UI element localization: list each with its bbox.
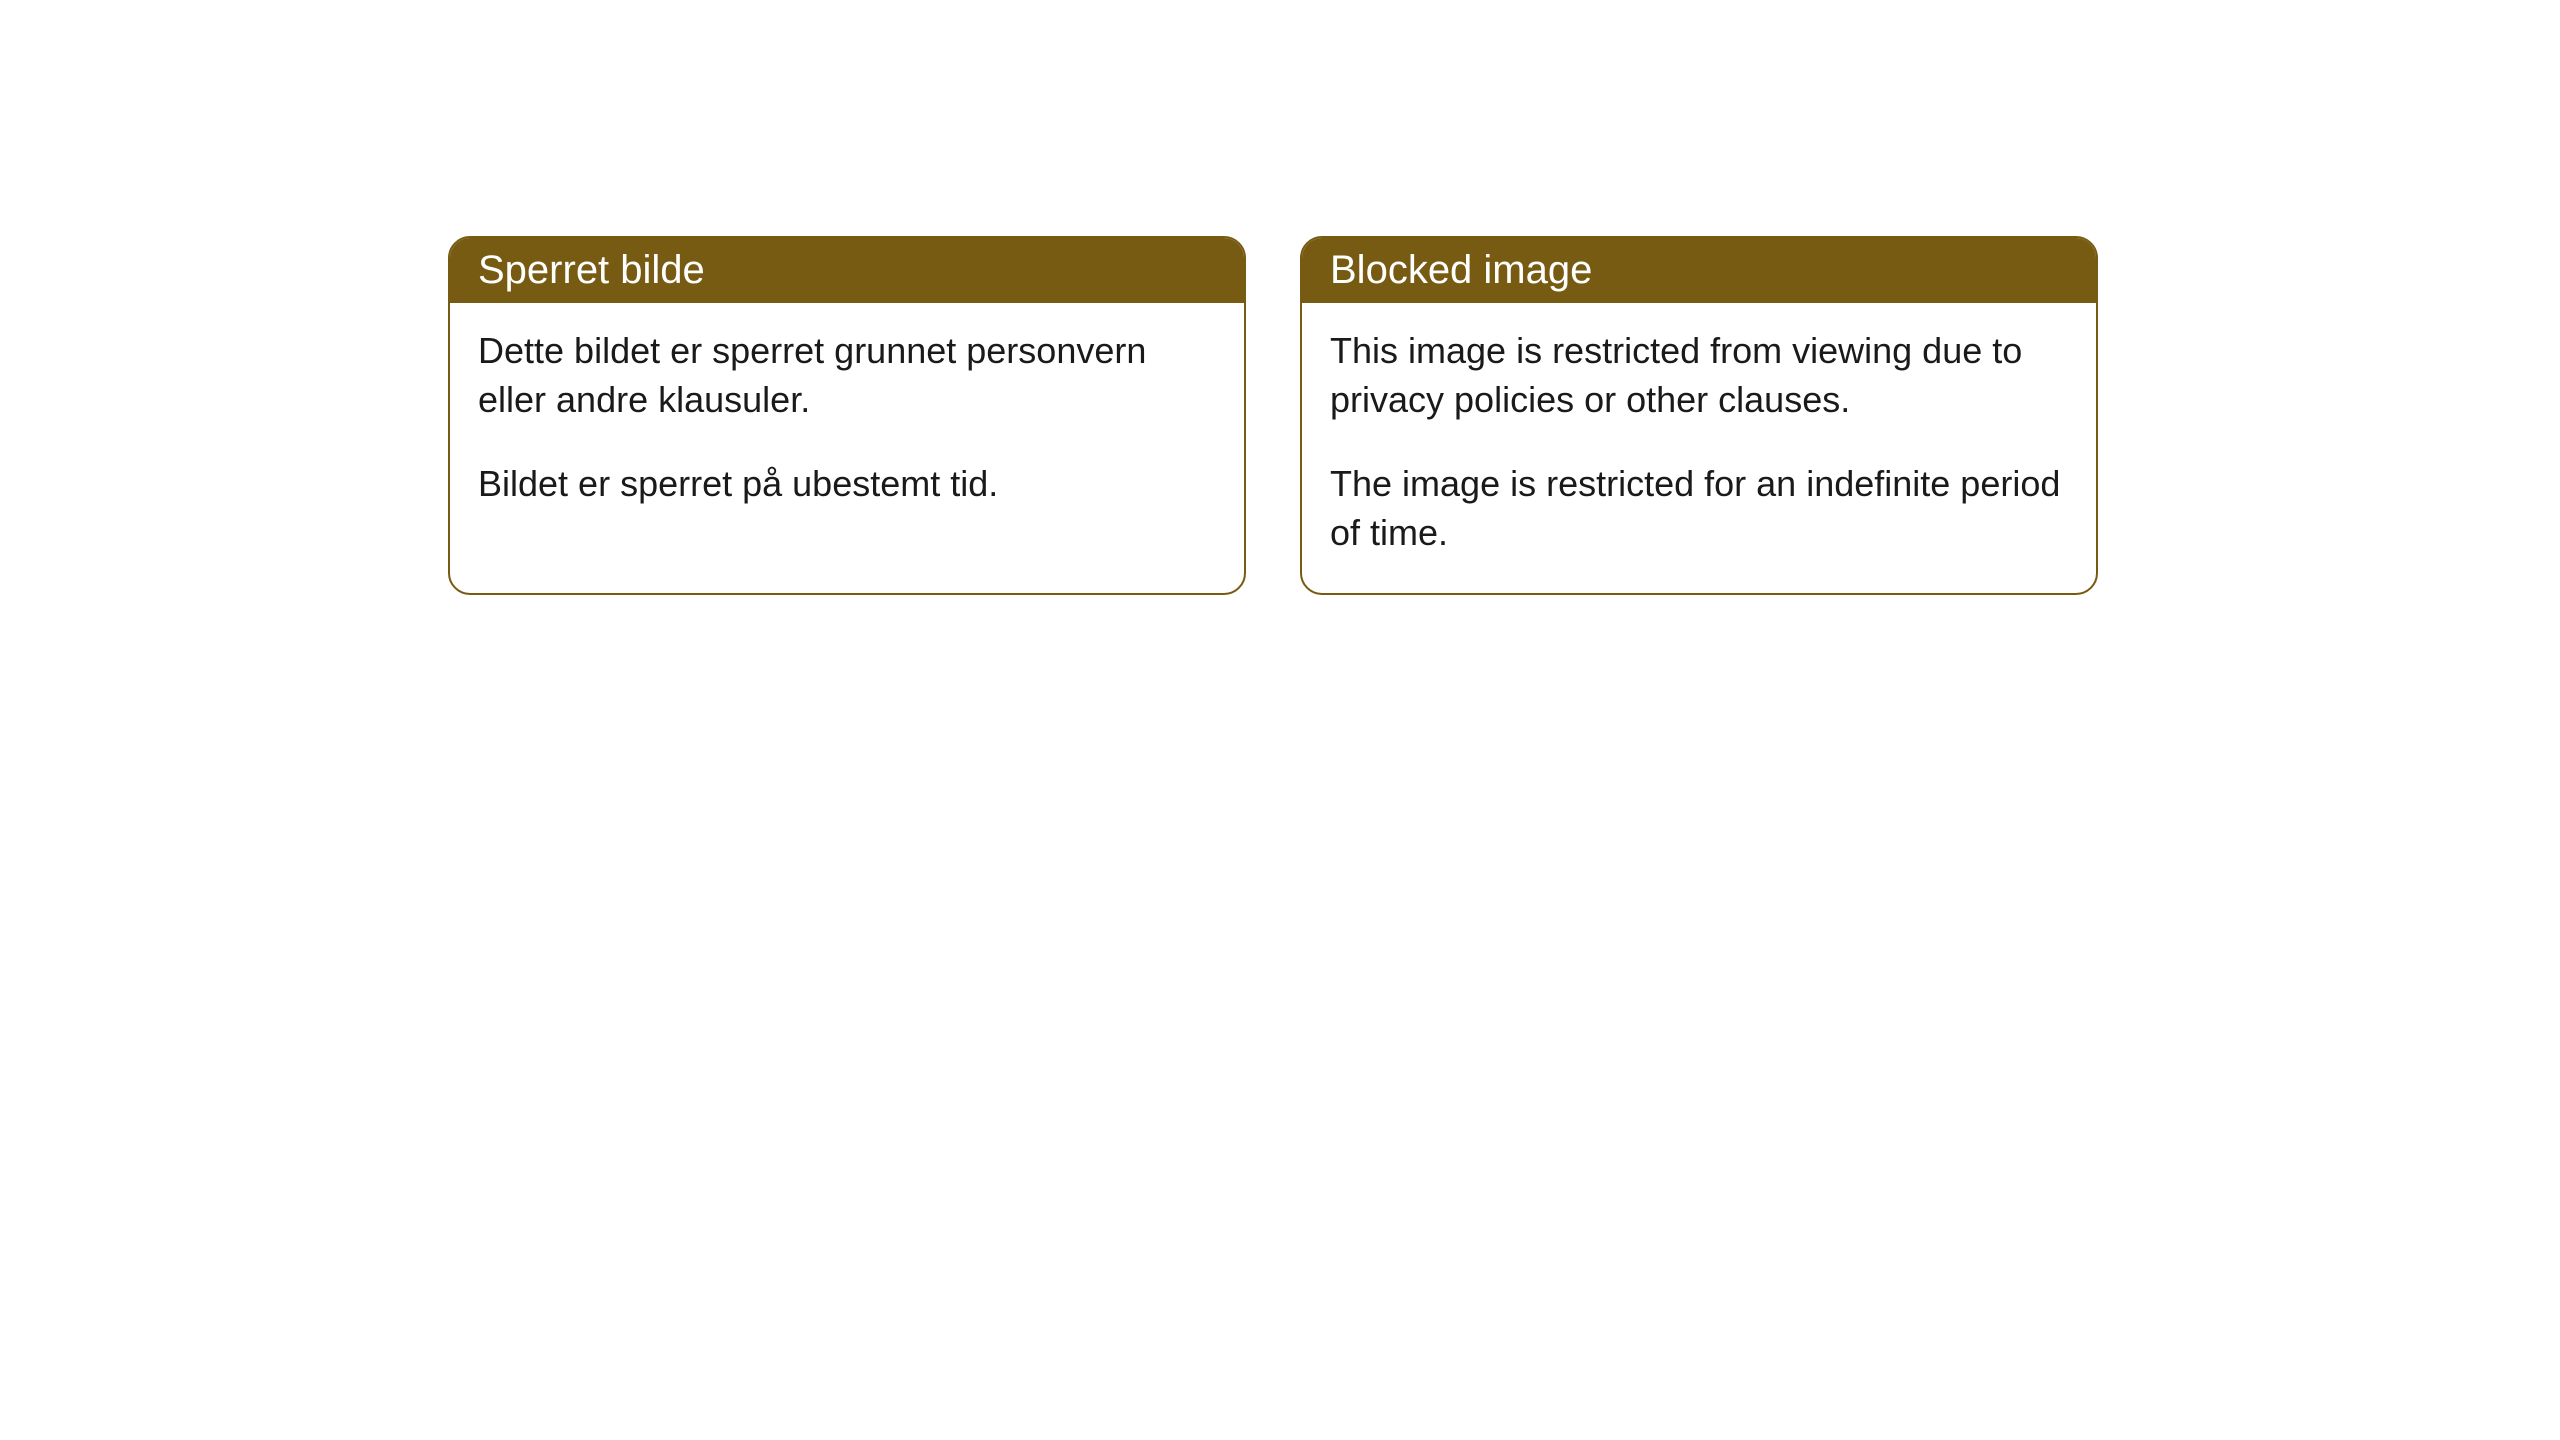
notice-paragraph: Bildet er sperret på ubestemt tid.: [478, 460, 1216, 509]
notice-container: Sperret bilde Dette bildet er sperret gr…: [448, 236, 2560, 595]
notice-paragraph: This image is restricted from viewing du…: [1330, 327, 2068, 424]
notice-header-norwegian: Sperret bilde: [450, 238, 1244, 303]
notice-body-english: This image is restricted from viewing du…: [1302, 303, 2096, 593]
notice-card-norwegian: Sperret bilde Dette bildet er sperret gr…: [448, 236, 1246, 595]
notice-body-norwegian: Dette bildet er sperret grunnet personve…: [450, 303, 1244, 545]
notice-paragraph: Dette bildet er sperret grunnet personve…: [478, 327, 1216, 424]
notice-paragraph: The image is restricted for an indefinit…: [1330, 460, 2068, 557]
notice-card-english: Blocked image This image is restricted f…: [1300, 236, 2098, 595]
notice-header-english: Blocked image: [1302, 238, 2096, 303]
